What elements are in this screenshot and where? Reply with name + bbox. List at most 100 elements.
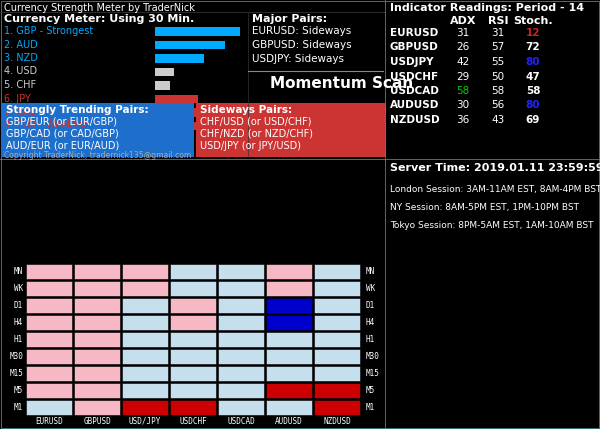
Text: 42: 42 <box>457 57 470 67</box>
Text: 6. JPY: 6. JPY <box>4 94 31 103</box>
Text: AUDUSD: AUDUSD <box>390 100 439 111</box>
Text: 36: 36 <box>457 115 470 125</box>
Bar <box>74 264 120 279</box>
Text: MN: MN <box>366 267 375 276</box>
Bar <box>26 298 72 313</box>
Text: Copyright TraderNick, tradernick135@gmail.com: Copyright TraderNick, tradernick135@gmai… <box>4 151 191 160</box>
Bar <box>26 332 72 347</box>
Bar <box>314 400 360 415</box>
Text: 8. EUR - Weakest: 8. EUR - Weakest <box>4 121 88 130</box>
Text: ADX: ADX <box>450 16 476 26</box>
Text: 7. CAD: 7. CAD <box>4 107 37 117</box>
Bar <box>155 108 216 117</box>
Text: Stoch.: Stoch. <box>513 16 553 26</box>
Text: 29: 29 <box>457 72 470 82</box>
Text: 31: 31 <box>491 28 505 38</box>
Text: 1. GBP - Strongest: 1. GBP - Strongest <box>4 26 93 36</box>
Text: 31: 31 <box>457 28 470 38</box>
Bar <box>122 383 168 398</box>
Bar <box>170 349 216 364</box>
Bar <box>218 315 264 330</box>
Bar <box>314 332 360 347</box>
Bar <box>26 349 72 364</box>
Bar <box>155 40 224 49</box>
Text: 72: 72 <box>526 42 541 52</box>
Bar <box>266 349 312 364</box>
Text: M1: M1 <box>366 403 375 412</box>
Bar <box>218 400 264 415</box>
Text: Strongly Trending Pairs:: Strongly Trending Pairs: <box>6 105 149 115</box>
Bar <box>122 281 168 296</box>
Bar <box>314 281 360 296</box>
Bar <box>314 366 360 381</box>
Bar <box>26 400 72 415</box>
Text: USD/JPY: USD/JPY <box>129 417 161 426</box>
Text: USDCAD: USDCAD <box>390 86 439 96</box>
Text: London Session: 3AM-11AM EST, 8AM-4PM BST: London Session: 3AM-11AM EST, 8AM-4PM BS… <box>390 185 600 194</box>
Text: WK: WK <box>14 284 23 293</box>
Text: 26: 26 <box>457 42 470 52</box>
Text: USDCHF: USDCHF <box>179 417 207 426</box>
Text: AUDUSD: AUDUSD <box>275 417 303 426</box>
Bar <box>122 315 168 330</box>
Text: 4. USD: 4. USD <box>4 66 37 76</box>
Text: M15: M15 <box>9 369 23 378</box>
Bar <box>74 281 120 296</box>
Bar <box>170 264 216 279</box>
Bar <box>314 298 360 313</box>
Text: MN: MN <box>14 267 23 276</box>
Bar <box>218 281 264 296</box>
Text: NZDUSD: NZDUSD <box>323 417 351 426</box>
Text: CHF/NZD (or NZD/CHF): CHF/NZD (or NZD/CHF) <box>200 129 313 139</box>
Bar <box>170 332 216 347</box>
Text: Momentum Scan: Momentum Scan <box>270 76 413 91</box>
Text: RSI: RSI <box>488 16 508 26</box>
Bar <box>122 264 168 279</box>
Text: 57: 57 <box>491 42 505 52</box>
Bar <box>218 366 264 381</box>
Text: USDJPY: Sideways: USDJPY: Sideways <box>252 54 344 64</box>
Text: EURUSD: Sideways: EURUSD: Sideways <box>252 26 351 36</box>
Text: 80: 80 <box>526 100 540 111</box>
Text: NZDUSD: NZDUSD <box>390 115 440 125</box>
Text: D1: D1 <box>14 301 23 310</box>
Bar <box>266 332 312 347</box>
Text: WK: WK <box>366 284 375 293</box>
Bar <box>170 366 216 381</box>
Bar <box>74 383 120 398</box>
Bar <box>314 383 360 398</box>
Text: 47: 47 <box>526 72 541 82</box>
Bar <box>26 264 72 279</box>
Bar <box>26 366 72 381</box>
Bar <box>314 264 360 279</box>
Bar <box>122 366 168 381</box>
Text: 50: 50 <box>491 72 505 82</box>
Text: GBP/CAD (or CAD/GBP): GBP/CAD (or CAD/GBP) <box>6 129 119 139</box>
Bar <box>26 281 72 296</box>
Text: 80: 80 <box>526 57 540 67</box>
Text: M5: M5 <box>14 386 23 395</box>
Bar <box>155 54 204 63</box>
Bar <box>218 349 264 364</box>
Text: GBPUSD: GBPUSD <box>390 42 439 52</box>
Text: 30: 30 <box>457 100 470 111</box>
Text: Currency Meter: Using 30 Min.: Currency Meter: Using 30 Min. <box>4 14 194 24</box>
Bar <box>122 332 168 347</box>
Text: M5: M5 <box>366 386 375 395</box>
Text: 58: 58 <box>491 86 505 96</box>
Text: USDJPY: USDJPY <box>390 57 433 67</box>
Bar <box>26 315 72 330</box>
Text: M1: M1 <box>14 403 23 412</box>
Bar <box>314 315 360 330</box>
Text: 5. CHF: 5. CHF <box>4 80 36 90</box>
Text: 43: 43 <box>491 115 505 125</box>
Text: 3. NZD: 3. NZD <box>4 53 38 63</box>
Text: H4: H4 <box>14 318 23 327</box>
Bar <box>26 383 72 398</box>
Bar <box>218 383 264 398</box>
Bar <box>218 264 264 279</box>
Bar <box>266 298 312 313</box>
Bar <box>122 400 168 415</box>
Text: EURUSD: EURUSD <box>35 417 63 426</box>
Bar <box>74 349 120 364</box>
